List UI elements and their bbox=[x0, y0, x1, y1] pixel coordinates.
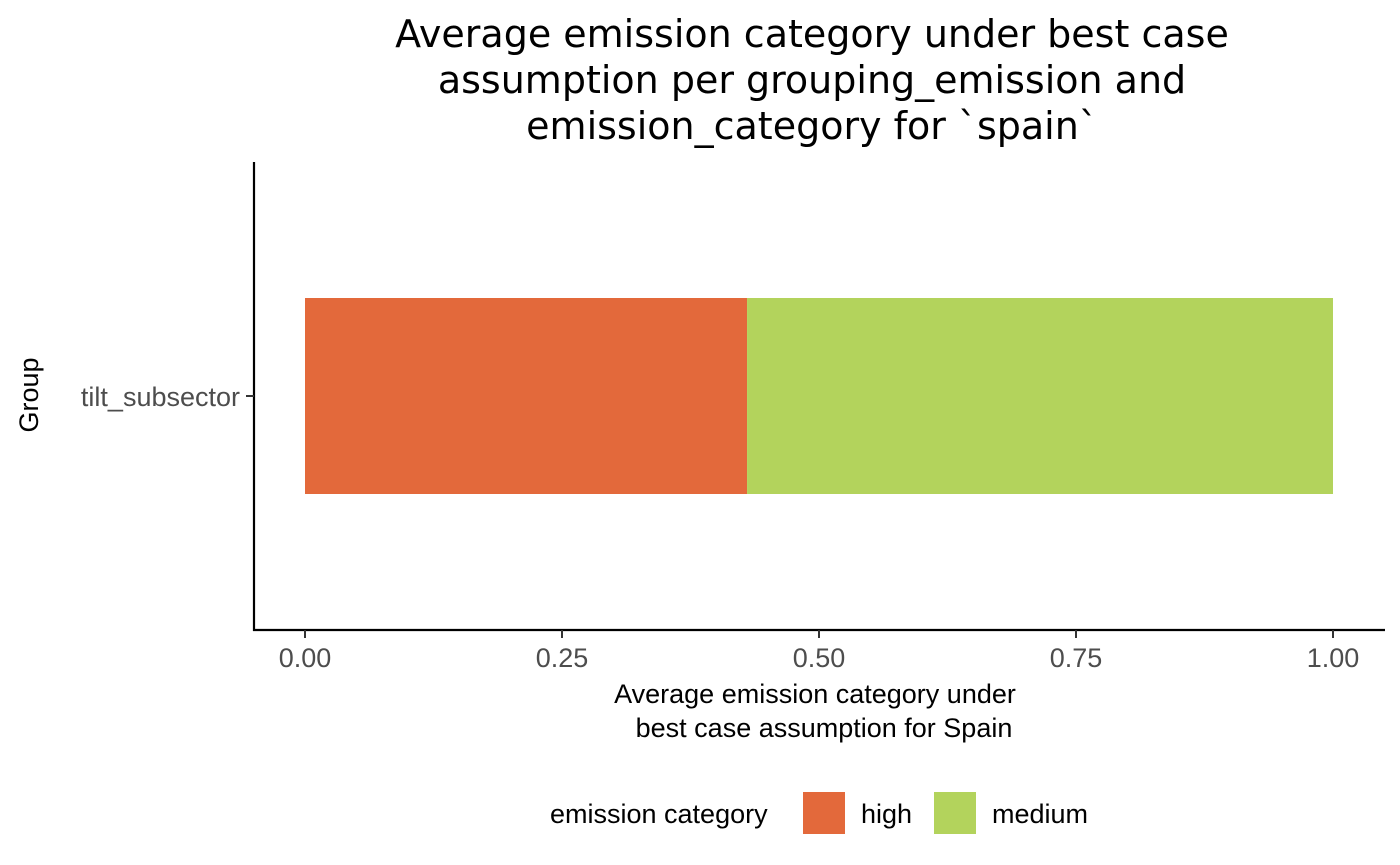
chart-title-line: Average emission category under best cas… bbox=[395, 12, 1229, 56]
y-axis-title: Group bbox=[14, 357, 44, 432]
x-axis-title: Average emission category under best case… bbox=[614, 679, 1016, 743]
bar-high bbox=[305, 298, 748, 494]
x-tick-label: 1.00 bbox=[1307, 643, 1360, 673]
legend-title: emission category bbox=[550, 799, 768, 829]
chart-title: Average emission category under best cas… bbox=[395, 12, 1229, 148]
bar-group bbox=[305, 298, 1333, 494]
x-tick-label: 0.00 bbox=[279, 643, 332, 673]
bar-medium bbox=[747, 298, 1333, 494]
x-tick-label: 0.75 bbox=[1050, 643, 1103, 673]
legend-key-medium bbox=[934, 792, 976, 834]
axes: 0.00 0.25 0.50 0.75 1.00 tilt_subsector bbox=[81, 162, 1385, 673]
chart-title-line: emission_category for `spain` bbox=[526, 104, 1098, 148]
x-tick-label: 0.25 bbox=[536, 643, 589, 673]
legend-key-high bbox=[803, 792, 845, 834]
legend-label-medium: medium bbox=[992, 799, 1088, 829]
x-axis-title-line: best case assumption for Spain bbox=[636, 713, 1013, 743]
x-tick-label: 0.50 bbox=[793, 643, 846, 673]
chart-title-line: assumption per grouping_emission and bbox=[438, 58, 1186, 102]
y-tick-label: tilt_subsector bbox=[81, 382, 240, 412]
legend: emission category high medium bbox=[550, 792, 1088, 834]
x-axis-title-line: Average emission category under bbox=[614, 679, 1016, 709]
legend-label-high: high bbox=[861, 799, 912, 829]
